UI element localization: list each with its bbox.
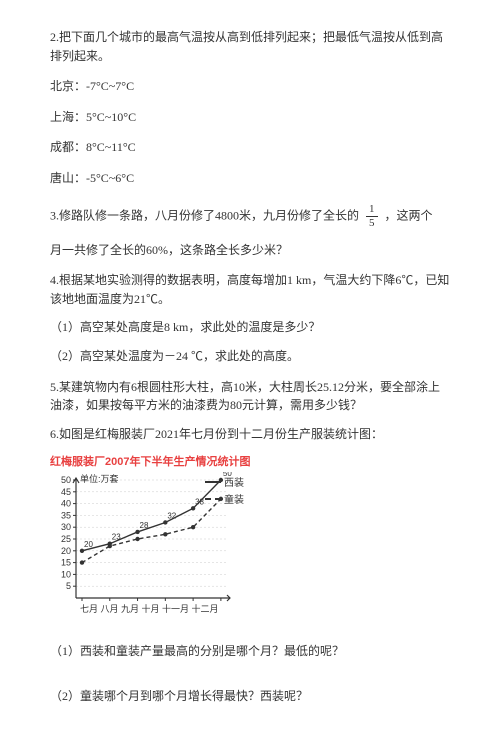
q6-chart-title: 红梅服装厂2007年下半年生产情况统计图 <box>50 453 450 469</box>
line-icon <box>205 481 221 483</box>
svg-text:35: 35 <box>61 511 71 521</box>
q2-city-tangshan: 唐山：-5°C~6°C <box>50 169 450 188</box>
q2-city-shanghai: 上海：5°C~10°C <box>50 108 450 127</box>
q3-fraction: 1 5 <box>366 204 378 229</box>
svg-text:32: 32 <box>167 512 176 521</box>
q4-sub2: （2）高空某处温度为－24 ℃，求此处的高度。 <box>50 347 450 366</box>
svg-text:45: 45 <box>61 487 71 497</box>
svg-text:23: 23 <box>112 533 121 542</box>
q6-prompt: 6.如图是红梅服装厂2021年七月份到十二月份生产服装统计图： <box>50 425 450 444</box>
svg-text:10: 10 <box>61 570 71 580</box>
q6-sub2: （2）童装哪个月到哪个月增长得最快？西装呢？ <box>50 687 450 706</box>
q3-frac-num: 1 <box>366 204 378 217</box>
svg-text:单位:万套: 单位:万套 <box>80 473 119 484</box>
q6-chart: 红梅服装厂2007年下半年生产情况统计图 西装 童装 5 10 15 20 2530 35… <box>50 453 450 622</box>
q6-legend: 西装 童装 <box>205 474 244 508</box>
svg-text:5: 5 <box>66 582 71 592</box>
q4-prompt: 4.根据某地实验测得的数据表明，高度每增加1 km，气温大约下降6℃，已知该地地… <box>50 271 450 308</box>
q6-legend-b: 童装 <box>205 491 244 506</box>
svg-text:20: 20 <box>61 546 71 556</box>
q2-city-chengdu: 成都：8°C~11°C <box>50 138 450 157</box>
svg-text:15: 15 <box>61 558 71 568</box>
q3-line2: 月一共修了全长的60%，这条路全长多少米？ <box>50 241 450 260</box>
dashline-icon <box>205 498 221 500</box>
svg-text:38: 38 <box>195 498 204 507</box>
q3-line1: 3.修路队修一条路，八月份修了4800米，九月份修了全长的 1 5 ，这两个 <box>50 204 450 229</box>
q6-legend-b-label: 童装 <box>224 491 244 506</box>
svg-text:20: 20 <box>84 540 93 549</box>
q3-line1a: 3.修路队修一条路，八月份修了4800米，九月份修了全长的 <box>50 208 359 222</box>
q6-legend-a-label: 西装 <box>224 474 244 489</box>
svg-text:28: 28 <box>140 521 149 530</box>
q6-legend-a: 西装 <box>205 474 244 489</box>
q6-sub1: （1）西装和童装产量最高的分别是哪个月？最低的呢？ <box>50 642 450 661</box>
svg-text:七月 八月 九月 十月 十一月 十二月: 七月 八月 九月 十月 十一月 十二月 <box>80 603 219 614</box>
q4-sub1: （1）高空某处高度是8 km，求此处的温度是多少？ <box>50 318 450 337</box>
svg-text:30: 30 <box>61 523 71 533</box>
q5-prompt: 5.某建筑物内有6根圆柱形大柱，高10米，大柱周长25.12分米，要全部涂上油漆… <box>50 378 450 415</box>
svg-text:25: 25 <box>61 534 71 544</box>
q2-prompt: 2.把下面几个城市的最高气温按从高到低排列起来；把最低气温按从低到高排列起来。 <box>50 28 450 65</box>
svg-text:40: 40 <box>61 499 71 509</box>
q3-line1b: ，这两个 <box>385 208 433 222</box>
q2-city-beijing: 北京：-7°C~7°C <box>50 77 450 96</box>
svg-text:50: 50 <box>61 475 71 485</box>
q3-frac-den: 5 <box>366 217 378 229</box>
